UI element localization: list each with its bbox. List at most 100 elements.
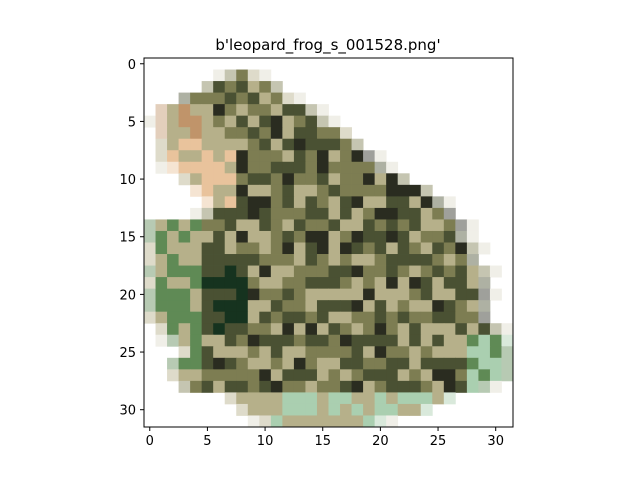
image-pixel xyxy=(247,311,260,324)
image-pixel xyxy=(236,265,249,278)
image-pixel xyxy=(247,254,260,266)
image-pixel xyxy=(236,242,249,255)
image-pixel xyxy=(316,219,329,232)
image-pixel xyxy=(328,230,341,243)
image-pixel xyxy=(213,127,226,140)
image-pixel xyxy=(305,392,318,405)
x-tick-label: 5 xyxy=(203,434,211,449)
image-pixel xyxy=(374,334,387,347)
image-pixel xyxy=(247,242,260,255)
image-pixel xyxy=(351,334,364,347)
image-pixel xyxy=(270,173,283,186)
image-pixel xyxy=(305,346,318,359)
image-pixel xyxy=(236,127,249,140)
image-pixel xyxy=(224,346,237,359)
image-pixel xyxy=(201,81,214,93)
image-pixel xyxy=(236,380,249,393)
image-pixel xyxy=(340,173,352,186)
image-pixel xyxy=(420,242,433,255)
image-pixel xyxy=(224,150,237,163)
image-pixel xyxy=(144,230,156,243)
image-pixel xyxy=(489,323,502,336)
image-pixel xyxy=(397,346,410,359)
image-pixel xyxy=(293,265,306,278)
image-pixel xyxy=(455,346,468,359)
y-tick-label: 5 xyxy=(128,115,136,130)
image-pixel xyxy=(236,219,249,232)
image-pixel xyxy=(167,242,179,255)
image-pixel xyxy=(282,161,295,174)
image-pixel xyxy=(155,115,168,128)
image-pixel xyxy=(155,300,168,313)
image-pixel xyxy=(340,127,352,140)
image-pixel xyxy=(432,207,445,220)
image-pixel xyxy=(351,403,364,416)
image-pixel xyxy=(190,288,203,301)
image-pixel xyxy=(409,311,422,324)
image-pixel xyxy=(236,323,249,336)
image-pixel xyxy=(443,207,456,220)
image-pixel xyxy=(282,207,295,220)
image-pixel xyxy=(224,92,237,105)
image-pixel xyxy=(293,115,306,128)
image-pixel xyxy=(247,392,260,405)
image-pixel xyxy=(144,265,156,278)
image-pixel xyxy=(305,277,318,290)
image-pixel xyxy=(213,311,226,324)
image-pixel xyxy=(316,346,329,359)
image-pixel xyxy=(270,127,283,140)
image-pixel xyxy=(351,277,364,290)
image-pixel xyxy=(201,254,214,266)
image-pixel xyxy=(455,254,468,266)
image-pixel xyxy=(236,277,249,290)
image-pixel xyxy=(155,288,168,301)
image-pixel xyxy=(178,357,191,370)
image-pixel xyxy=(190,254,203,266)
image-pixel xyxy=(316,334,329,347)
image-pixel xyxy=(328,334,341,347)
image-pixel xyxy=(466,219,479,232)
image-pixel xyxy=(201,207,214,220)
image-pixel xyxy=(328,300,341,313)
image-pixel xyxy=(236,81,249,93)
image-pixel xyxy=(247,323,260,336)
image-pixel xyxy=(443,311,456,324)
image-pixel xyxy=(386,207,399,220)
image-pixel xyxy=(201,230,214,243)
image-pixel xyxy=(489,369,502,382)
image-pixel xyxy=(224,300,237,313)
image-pixel xyxy=(443,369,456,382)
image-pixel xyxy=(432,288,445,301)
image-pixel xyxy=(305,115,318,128)
image-pixel xyxy=(489,265,502,278)
image-pixel xyxy=(155,150,168,163)
image-pixel xyxy=(409,357,422,370)
image-pixel xyxy=(409,403,422,416)
image-pixel xyxy=(351,323,364,336)
image-pixel xyxy=(374,357,387,370)
image-pixel xyxy=(236,173,249,186)
image-pixel xyxy=(270,323,283,336)
image-pixel xyxy=(224,127,237,140)
image-pixel xyxy=(178,334,191,347)
image-pixel xyxy=(213,334,226,347)
image-pixel xyxy=(351,207,364,220)
image-pixel xyxy=(397,265,410,278)
image-pixel xyxy=(190,357,203,370)
image-pixel xyxy=(305,288,318,301)
image-pixel xyxy=(224,173,237,186)
image-pixel xyxy=(397,380,410,393)
image-pixel xyxy=(293,277,306,290)
image-pixel xyxy=(351,150,364,163)
image-pixel xyxy=(201,104,214,117)
image-pixel xyxy=(190,127,203,140)
image-pixel xyxy=(213,115,226,128)
image-pixel xyxy=(213,242,226,255)
image-pixel xyxy=(282,127,295,140)
image-pixel xyxy=(397,311,410,324)
image-pixel xyxy=(167,127,179,140)
image-pixel xyxy=(190,265,203,278)
image-pixel xyxy=(213,254,226,266)
image-pixel xyxy=(270,81,283,93)
image-pixel xyxy=(305,138,318,151)
